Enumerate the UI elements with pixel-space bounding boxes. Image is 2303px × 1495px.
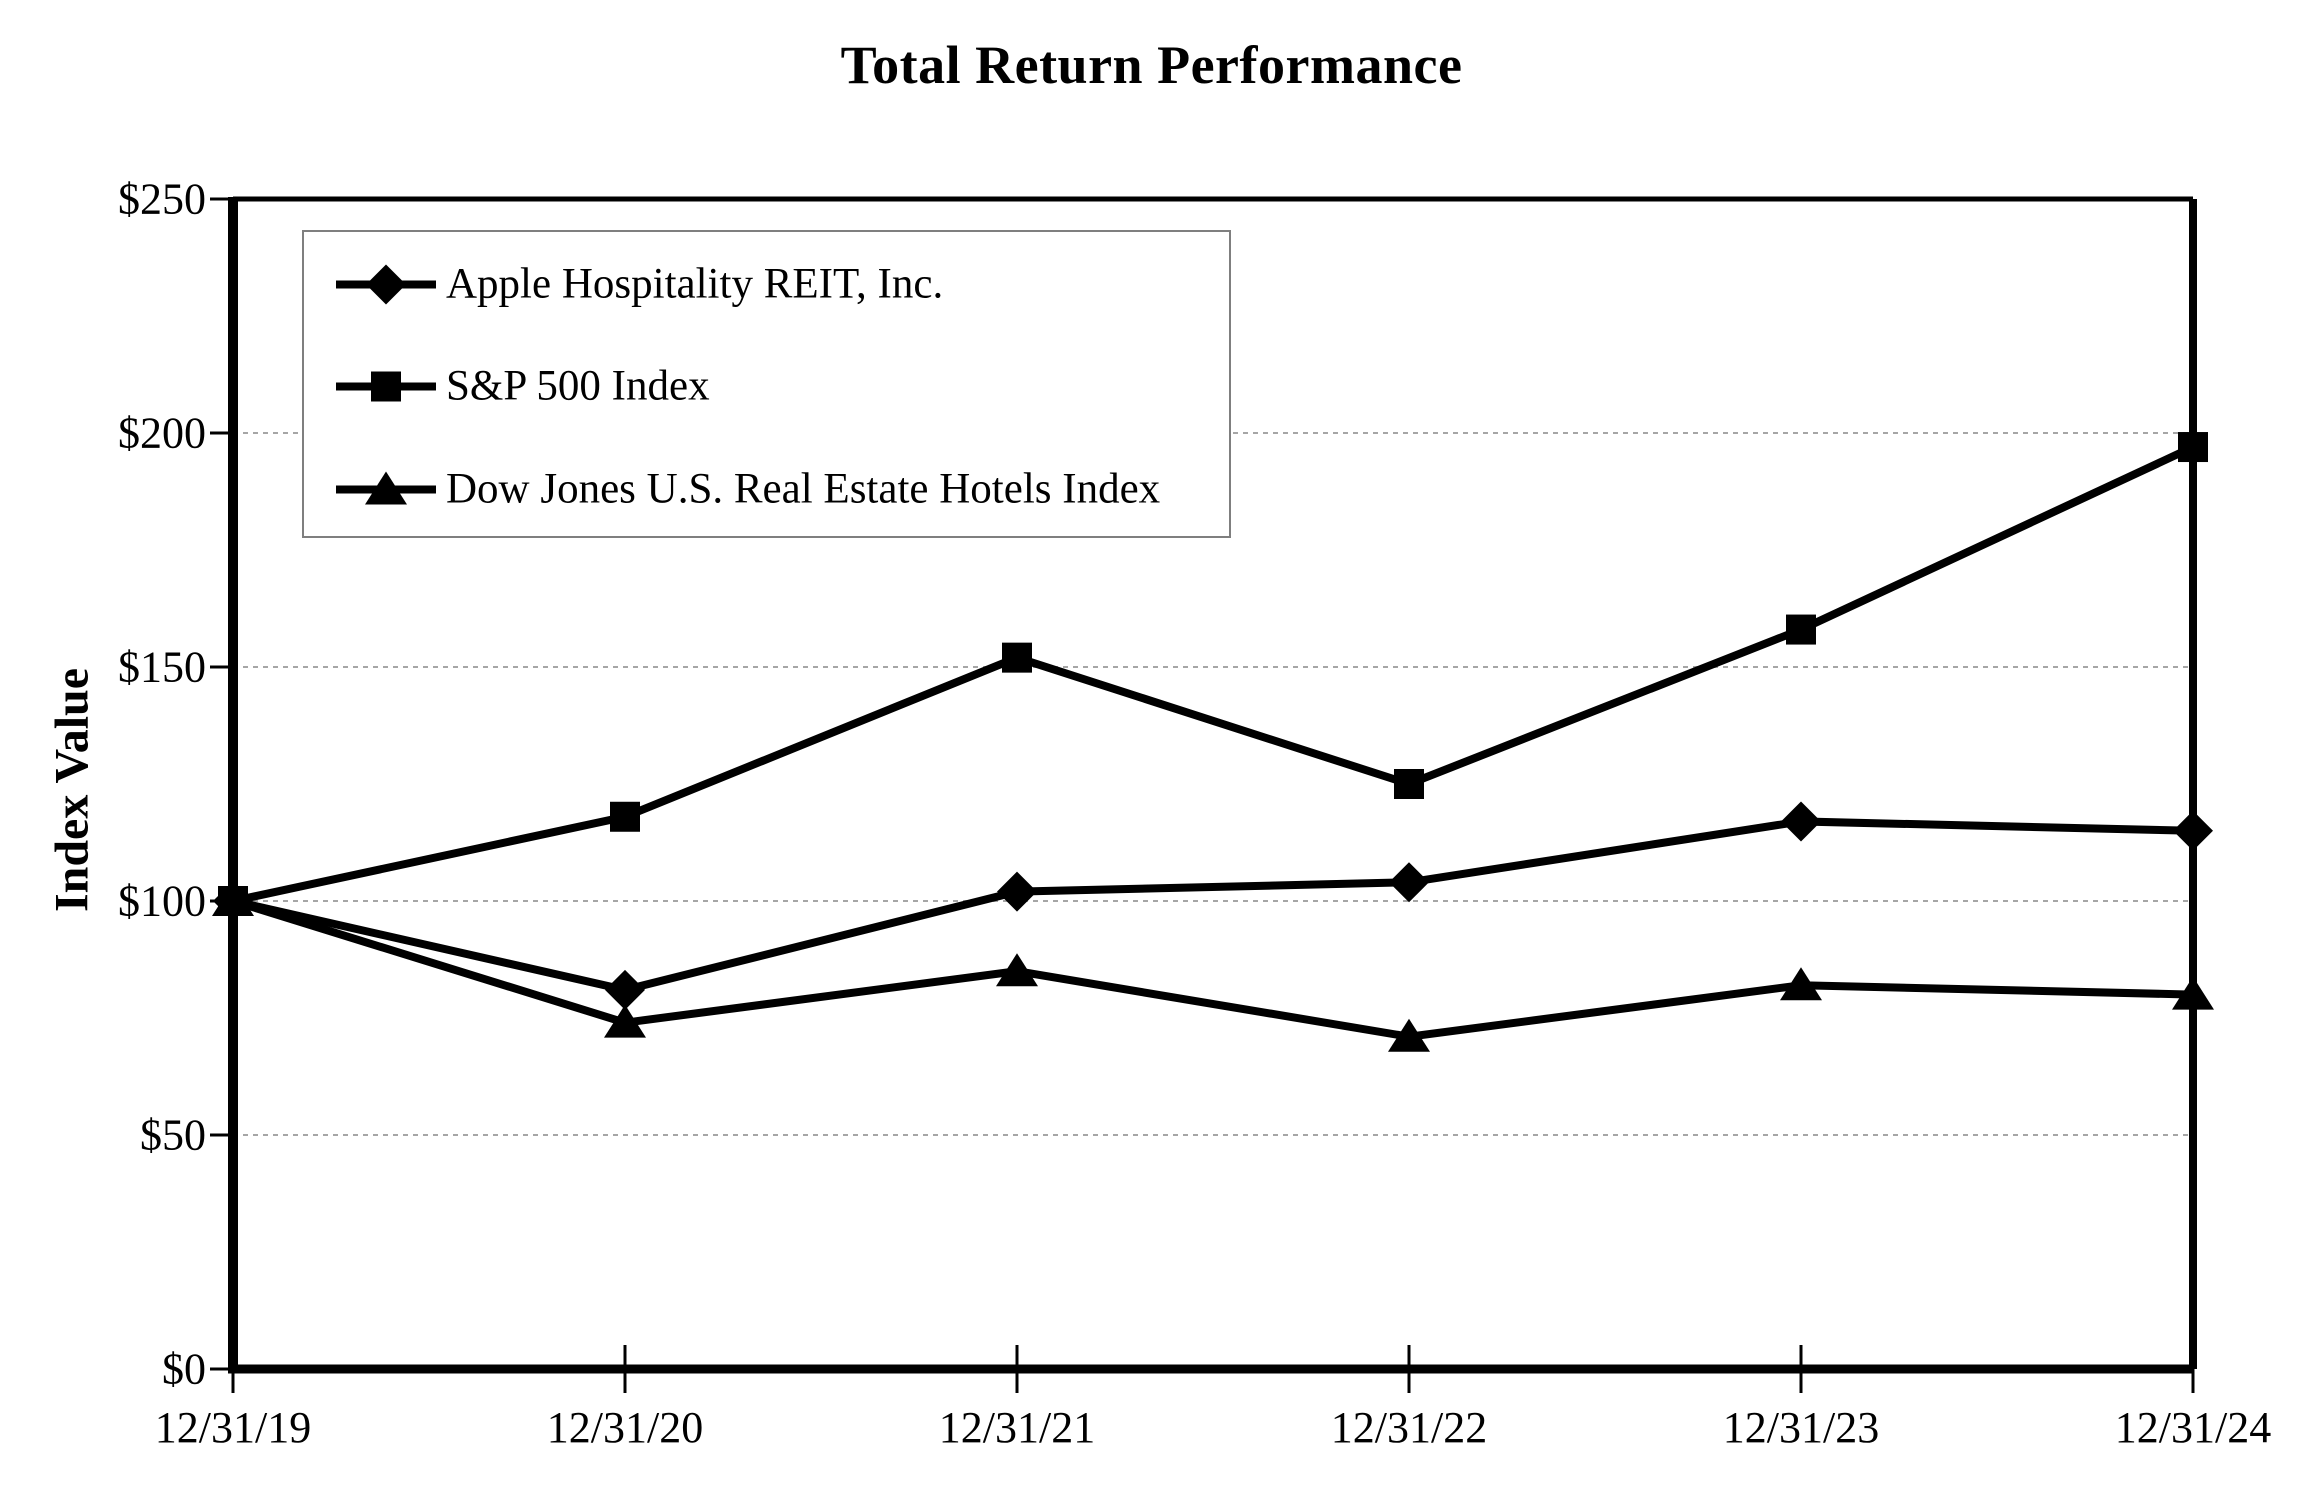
legend-label: Dow Jones U.S. Real Estate Hotels Index	[446, 465, 1161, 513]
legend-label: S&P 500 Index	[446, 362, 710, 410]
diamond-marker-icon	[336, 264, 436, 304]
x-tick-label-2022: 12/31/22	[1330, 1403, 1488, 1452]
legend-label: Apple Hospitality REIT, Inc.	[446, 260, 944, 308]
square-marker-icon	[371, 371, 401, 401]
x-tick-label-2019: 12/31/19	[154, 1403, 312, 1452]
data-point-0-2	[997, 871, 1037, 912]
y-tick-label-200: $200	[118, 408, 206, 458]
series-line-0	[232, 817, 2194, 995]
legend: Apple Hospitality REIT, Inc. S&P 500 Ind…	[302, 230, 1231, 538]
y-tick-label-0: $0	[162, 1344, 206, 1394]
y-tick-label-150: $150	[118, 642, 206, 692]
legend-entry-dow-jones-hotels: Dow Jones U.S. Real Estate Hotels Index	[336, 465, 1160, 514]
data-point-2-4	[1780, 967, 1822, 1001]
series-line-1	[232, 443, 2195, 905]
data-point-2-2	[996, 953, 1038, 987]
data-point-1-2	[1002, 642, 1032, 673]
y-tick-label-250: $250	[118, 174, 206, 224]
y-tick-label-100: $100	[118, 876, 206, 926]
data-point-1-0	[218, 886, 248, 916]
data-point-0-3	[1389, 862, 1429, 903]
x-tick-label-2021: 12/31/21	[938, 1403, 1096, 1452]
triangle-marker-icon	[365, 471, 407, 504]
data-point-2-3	[1388, 1018, 1430, 1052]
data-point-1-3	[1394, 769, 1424, 799]
data-point-1-1	[610, 801, 640, 832]
data-point-1-4	[1786, 614, 1816, 645]
square-marker-icon	[336, 371, 436, 401]
data-point-0-4	[1781, 801, 1821, 842]
x-tick-label-2020: 12/31/20	[546, 1403, 704, 1452]
chart-title: Total Return Performance	[840, 35, 1463, 95]
diamond-marker-icon	[366, 264, 406, 304]
data-point-2-1	[604, 1004, 646, 1038]
data-point-2-5	[2172, 976, 2214, 1010]
x-tick-label-2024: 12/31/24	[2114, 1403, 2272, 1452]
data-point-1-5	[2178, 432, 2208, 463]
data-point-0-5	[2173, 810, 2213, 851]
legend-entry-apple-hospitality: Apple Hospitality REIT, Inc.	[336, 260, 943, 309]
legend-entry-sp500: S&P 500 Index	[336, 362, 710, 411]
y-tick-label-50: $50	[140, 1110, 206, 1160]
data-point-0-1	[605, 969, 645, 1010]
series-line-2	[231, 897, 2194, 1041]
triangle-marker-icon	[336, 471, 436, 504]
x-tick-label-2023: 12/31/23	[1722, 1403, 1880, 1452]
